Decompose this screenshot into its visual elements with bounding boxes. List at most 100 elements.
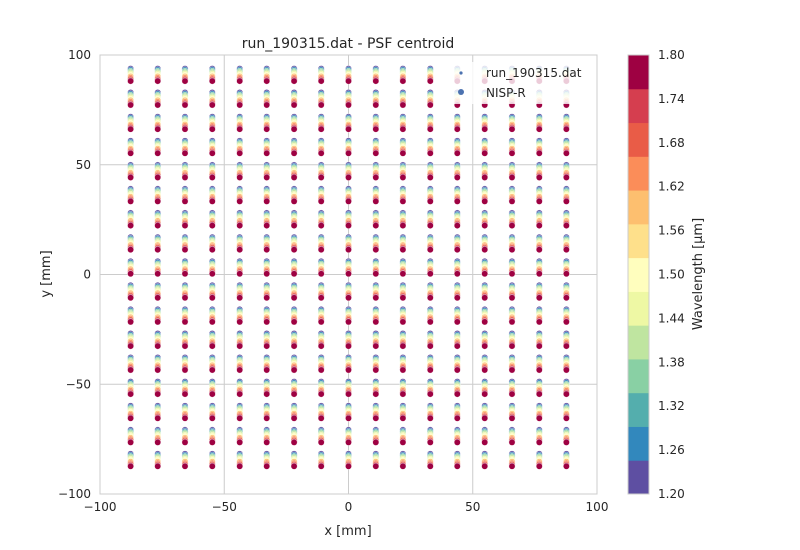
psf-point (154, 390, 161, 398)
colorbar-band (628, 291, 649, 326)
psf-point (317, 246, 325, 253)
psf-point (454, 125, 461, 133)
psf-point (427, 439, 434, 446)
psf-point (536, 463, 543, 470)
psf-point (263, 366, 270, 374)
psf-point (209, 222, 216, 229)
psf-point (508, 463, 516, 470)
psf-point (481, 294, 488, 302)
psf-point (236, 294, 243, 302)
psf-point (427, 222, 434, 229)
psf-point (317, 439, 325, 446)
psf-point (563, 246, 570, 253)
psf-point (345, 390, 352, 398)
psf-point (290, 366, 298, 374)
psf-point (209, 342, 216, 350)
psf-point (536, 342, 543, 350)
psf-point (290, 390, 298, 398)
psf-point (454, 390, 461, 398)
psf-point (263, 150, 270, 157)
psf-point (372, 150, 380, 157)
x-tick-label: 100 (586, 500, 609, 514)
psf-point (209, 294, 216, 302)
psf-point (399, 246, 407, 253)
psf-point (209, 150, 216, 157)
psf-point (372, 174, 380, 181)
psf-point (372, 342, 380, 350)
colorbar-tick-label: 1.38 (658, 355, 685, 369)
psf-point (536, 222, 543, 229)
psf-point (263, 125, 270, 133)
psf-point (427, 101, 434, 109)
psf-point (481, 318, 488, 326)
x-tick-label: −100 (84, 500, 117, 514)
psf-point (481, 174, 488, 181)
psf-point (508, 318, 516, 326)
psf-point (563, 198, 570, 205)
psf-point (345, 318, 352, 326)
psf-point (209, 77, 216, 85)
psf-point (154, 415, 161, 422)
psf-point (181, 150, 189, 157)
psf-point (481, 222, 488, 229)
psf-point (481, 198, 488, 205)
psf-point (563, 125, 570, 133)
psf-point (563, 294, 570, 302)
psf-point (399, 390, 407, 398)
psf-point (209, 198, 216, 205)
psf-point (263, 342, 270, 350)
psf-point (454, 415, 461, 422)
colorbar-tick-label: 1.20 (658, 487, 685, 501)
psf-point (372, 270, 380, 278)
psf-point (481, 415, 488, 422)
psf-point (563, 463, 570, 470)
psf-point (563, 222, 570, 229)
psf-point (263, 415, 270, 422)
psf-point (290, 342, 298, 350)
psf-point (508, 415, 516, 422)
chart-title: run_190315.dat - PSF centroid (242, 36, 455, 52)
psf-point (236, 246, 243, 253)
x-tick-label: 0 (345, 500, 353, 514)
psf-point (508, 198, 516, 205)
psf-point (127, 390, 134, 398)
psf-point (508, 390, 516, 398)
psf-point (563, 390, 570, 398)
psf-point (454, 222, 461, 229)
psf-point (127, 174, 134, 181)
psf-point (263, 270, 270, 278)
psf-point (372, 366, 380, 374)
psf-point (399, 101, 407, 109)
psf-point (345, 198, 352, 205)
psf-point (154, 270, 161, 278)
psf-point (563, 342, 570, 350)
psf-point (372, 439, 380, 446)
psf-point (345, 366, 352, 374)
psf-point (181, 125, 189, 133)
psf-point (290, 222, 298, 229)
y-tick-label: 0 (83, 268, 91, 282)
psf-point (536, 294, 543, 302)
psf-point (263, 222, 270, 229)
psf-point (508, 270, 516, 278)
psf-point (427, 294, 434, 302)
colorbar-tick-label: 1.68 (658, 136, 685, 150)
psf-point (181, 366, 189, 374)
psf-point (454, 366, 461, 374)
colorbar-band (628, 156, 649, 191)
psf-point (508, 439, 516, 446)
psf-point (236, 390, 243, 398)
psf-point (181, 174, 189, 181)
psf-point (154, 439, 161, 446)
colorbar-band (628, 392, 649, 427)
psf-point (317, 77, 325, 85)
psf-point (427, 366, 434, 374)
psf-point (372, 77, 380, 85)
psf-point (399, 463, 407, 470)
psf-point (345, 174, 352, 181)
legend: run_190315.dat NISP-R (442, 62, 590, 104)
psf-point (317, 222, 325, 229)
colorbar-tick-label: 1.80 (658, 48, 685, 62)
psf-point (317, 198, 325, 205)
psf-point (263, 101, 270, 109)
